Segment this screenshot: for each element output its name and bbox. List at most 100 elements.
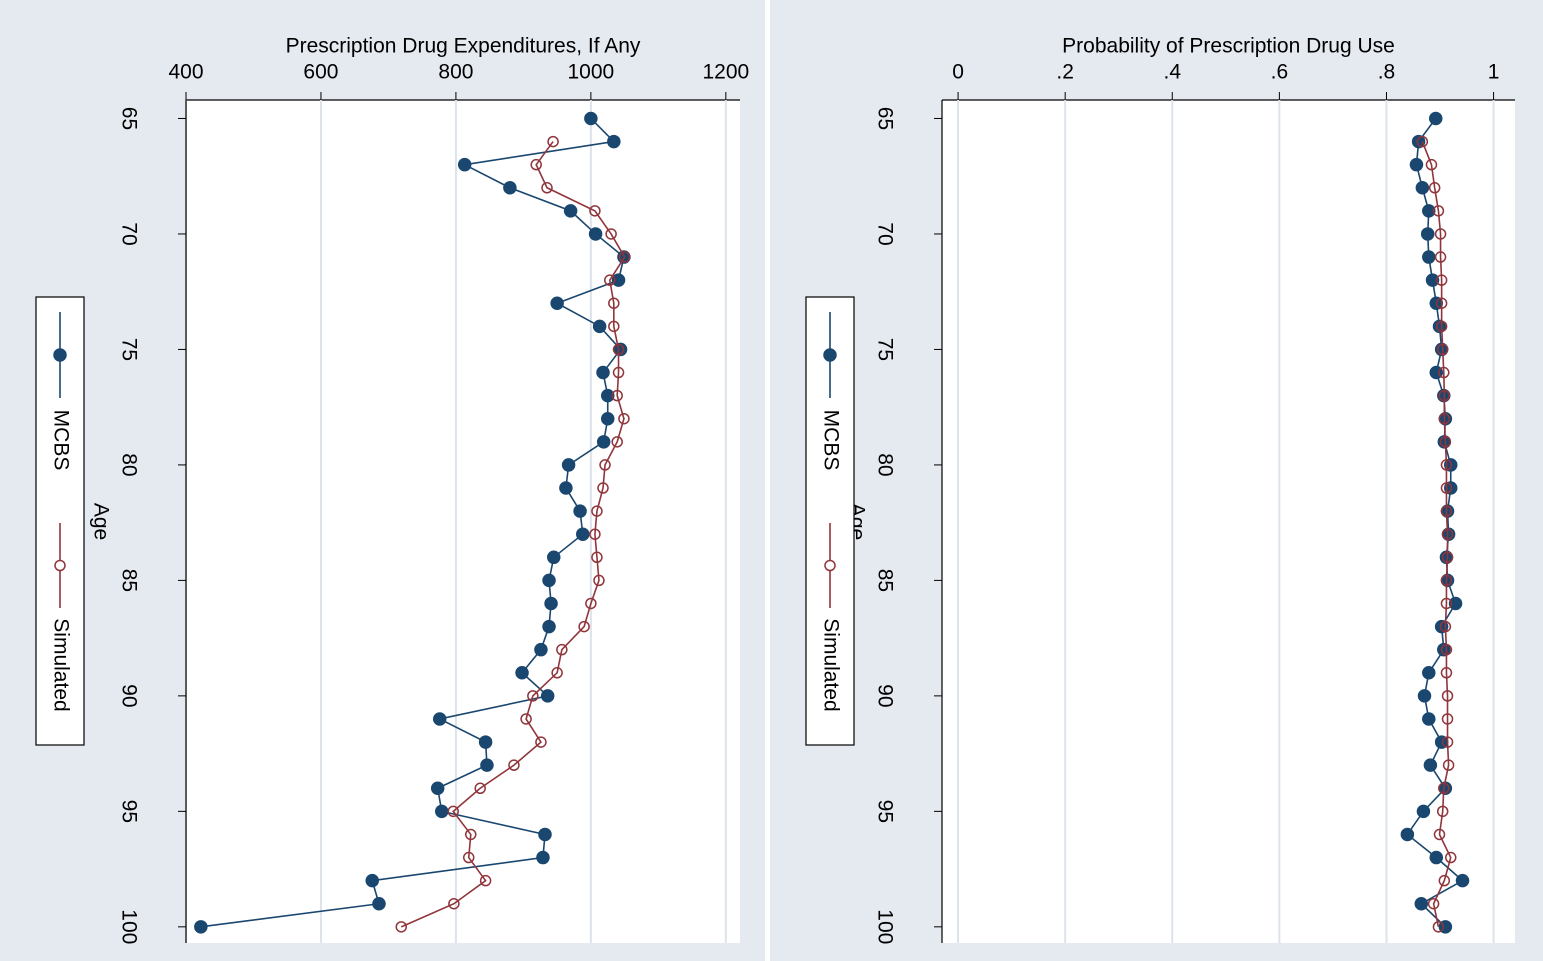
data-point (618, 412, 630, 425)
data-point (536, 850, 550, 865)
series-line (400, 141, 626, 928)
value-tick-label: .6 (1271, 61, 1289, 84)
data-point (611, 273, 626, 287)
legend-marker (54, 559, 66, 572)
legend-label: MCBS (819, 410, 842, 471)
value-axis-title: Probability of Prescription Drug Use (1062, 35, 1395, 58)
series-line (1421, 141, 1452, 927)
age-tick-label: 95 (873, 800, 896, 823)
data-point (1438, 412, 1451, 425)
legend-label: Simulated (819, 618, 842, 711)
data-point (542, 573, 556, 588)
data-point (1444, 851, 1457, 864)
data-point (573, 504, 587, 518)
data-point (1435, 320, 1448, 333)
data-point (1415, 181, 1430, 195)
data-point (600, 411, 615, 426)
data-point (611, 389, 623, 402)
data-point (530, 158, 542, 171)
value-tick-label: 1 (1488, 61, 1500, 84)
data-point (607, 134, 621, 149)
data-point (1422, 250, 1436, 264)
data-point (372, 896, 386, 911)
data-point (515, 666, 529, 680)
data-point (1409, 157, 1424, 172)
data-point (592, 319, 607, 334)
data-point (605, 228, 617, 240)
data-point (538, 827, 552, 842)
data-point (462, 851, 475, 864)
data-point (1425, 158, 1438, 171)
data-point (1416, 804, 1431, 819)
data-point (541, 182, 553, 194)
data-point (395, 921, 408, 933)
data-point (1441, 713, 1454, 725)
data-point (1414, 896, 1429, 911)
data-point (478, 735, 493, 749)
data-point (474, 782, 486, 795)
data-point (1439, 436, 1452, 448)
data-point (540, 689, 555, 703)
data-point (591, 505, 603, 517)
data-point (593, 574, 605, 587)
data-point (1432, 205, 1445, 217)
data-point (520, 713, 532, 725)
data-point (1440, 482, 1453, 494)
data-point (534, 642, 548, 657)
age-axis-title: Age (89, 503, 112, 540)
data-point (1442, 759, 1455, 771)
data-point (597, 482, 609, 494)
legend-marker (824, 559, 836, 572)
value-tick-label: .4 (1164, 61, 1182, 84)
data-point (1440, 574, 1453, 587)
age-tick-label: 80 (873, 453, 896, 476)
data-point (430, 781, 445, 796)
data-point (1440, 667, 1453, 679)
value-tick-label: 1000 (568, 61, 615, 84)
data-point (1434, 251, 1447, 263)
data-point (1422, 204, 1436, 218)
data-point (1429, 850, 1444, 865)
age-tick-label: 65 (117, 107, 140, 130)
data-point (611, 436, 623, 448)
data-point (432, 712, 447, 726)
data-point (1411, 134, 1426, 149)
data-point (591, 551, 603, 564)
data-point (457, 157, 472, 172)
data-point (1440, 597, 1453, 610)
data-point (447, 805, 459, 818)
data-point (1400, 827, 1415, 842)
value-tick-label: 800 (438, 61, 473, 84)
data-point (1441, 690, 1454, 702)
data-point (589, 528, 601, 540)
data-point (589, 205, 601, 217)
data-point (434, 804, 449, 819)
age-tick-label: 70 (117, 222, 140, 245)
data-point (608, 297, 620, 309)
age-tick-label: 75 (117, 338, 140, 361)
data-point (1434, 228, 1447, 240)
age-tick-label: 90 (117, 684, 140, 707)
age-tick-label: 80 (117, 453, 140, 476)
data-point (1422, 712, 1436, 726)
data-point (1417, 689, 1432, 703)
data-point (561, 458, 576, 472)
data-point (1441, 528, 1454, 540)
value-tick-label: 1200 (702, 61, 749, 84)
data-point (618, 251, 631, 263)
data-point (480, 758, 494, 772)
age-tick-label: 75 (873, 338, 896, 361)
data-point (1433, 828, 1446, 841)
legend-label: Simulated (49, 618, 72, 711)
age-tick-label: 100 (117, 909, 140, 944)
data-point (1420, 227, 1435, 241)
data-point (1436, 343, 1449, 356)
data-point (479, 874, 492, 887)
value-tick-label: 0 (952, 61, 964, 84)
data-point (1441, 551, 1454, 564)
data-point (1416, 135, 1429, 148)
age-tick-label: 95 (117, 800, 140, 823)
age-tick-label: 65 (873, 107, 896, 130)
value-tick-label: .2 (1056, 61, 1074, 84)
data-point (547, 550, 561, 565)
